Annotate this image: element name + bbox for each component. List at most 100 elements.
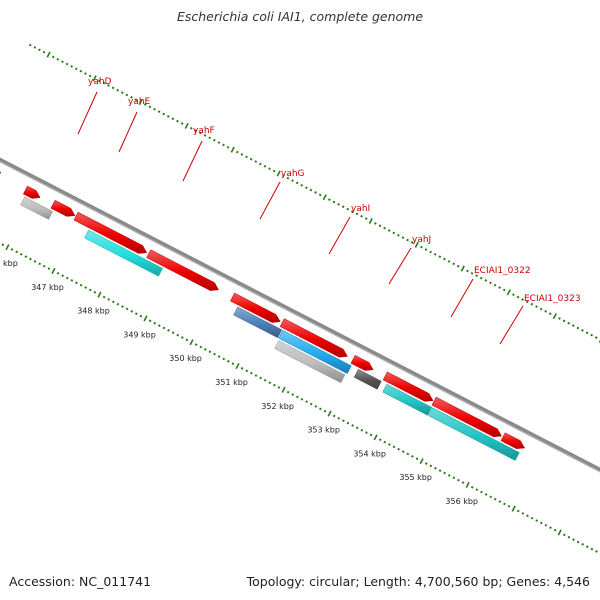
gene-label: yahD	[88, 77, 112, 87]
minor-tick	[47, 267, 51, 270]
major-tick	[465, 481, 470, 488]
minor-tick	[102, 81, 106, 85]
minor-tick	[415, 457, 419, 461]
minor-tick	[539, 307, 543, 311]
minor-tick	[272, 169, 276, 173]
major-tick	[322, 194, 327, 201]
gene-leader-line	[499, 305, 524, 345]
major-tick	[557, 529, 562, 536]
minor-tick	[558, 317, 561, 320]
minor-tick	[38, 48, 41, 52]
minor-tick	[351, 424, 354, 427]
minor-tick	[24, 255, 28, 259]
scale-label: 353 kbp	[307, 426, 340, 435]
minor-tick	[332, 200, 336, 204]
minor-tick	[401, 236, 405, 239]
major-tick	[506, 289, 511, 296]
minor-tick	[539, 521, 543, 525]
minor-tick	[107, 84, 110, 87]
cyan-feature	[84, 229, 164, 277]
minor-tick	[116, 302, 120, 306]
minor-tick	[553, 528, 557, 532]
gene-label: yahG	[281, 169, 305, 179]
major-tick	[46, 51, 51, 58]
minor-tick	[51, 55, 55, 59]
major-tick	[414, 241, 419, 248]
minor-tick	[314, 405, 318, 408]
minor-tick	[585, 545, 589, 549]
minor-tick	[521, 298, 525, 301]
gene-label: yahI	[351, 204, 370, 214]
minor-tick	[254, 374, 258, 377]
scale-label: 351 kbp	[215, 378, 248, 387]
minor-tick	[443, 257, 446, 261]
minor-tick	[484, 279, 488, 282]
minor-tick	[176, 333, 180, 337]
minor-tick	[351, 210, 354, 213]
minor-tick	[125, 307, 129, 311]
minor-tick	[516, 509, 520, 513]
major-tick	[5, 244, 10, 251]
gene-leader-line	[77, 91, 98, 135]
minor-tick	[148, 105, 152, 109]
minor-tick	[530, 516, 534, 520]
minor-tick	[19, 252, 23, 256]
minor-tick	[148, 319, 152, 323]
minor-tick	[544, 310, 548, 313]
minor-tick	[337, 416, 341, 420]
feature-track	[0, 171, 526, 461]
minor-tick	[323, 409, 327, 413]
minor-tick	[139, 314, 143, 318]
minor-tick	[42, 50, 46, 54]
minor-tick	[199, 345, 203, 349]
minor-tick	[268, 167, 271, 171]
minor-tick	[157, 324, 161, 327]
minor-tick	[585, 331, 589, 335]
minor-tick	[88, 74, 92, 78]
teal-feature-1	[382, 383, 433, 416]
minor-tick	[65, 276, 69, 280]
minor-tick	[166, 115, 170, 118]
minor-tick	[466, 269, 469, 273]
minor-tick	[434, 466, 437, 470]
minor-tick	[512, 293, 515, 297]
minor-tick	[378, 438, 382, 442]
minor-tick	[157, 110, 161, 113]
red-feature-8	[382, 371, 434, 402]
minor-tick	[438, 469, 442, 472]
map-title: Escherichia coli IAI1, complete genome	[176, 9, 424, 24]
silver-feature-2	[274, 340, 346, 384]
minor-tick	[222, 143, 225, 147]
minor-tick	[245, 155, 248, 159]
minor-tick	[360, 214, 363, 218]
minor-tick	[590, 547, 594, 551]
minor-tick	[84, 72, 87, 75]
minor-tick	[378, 224, 382, 228]
gene-leader-line	[259, 181, 281, 220]
major-tick	[51, 267, 56, 274]
minor-tick	[567, 535, 571, 539]
gene-label: yahF	[193, 126, 215, 136]
outer-tick-ruler	[28, 43, 600, 343]
minor-tick	[277, 386, 281, 389]
minor-tick	[208, 350, 212, 354]
minor-tick	[411, 455, 414, 458]
minor-tick	[130, 309, 134, 313]
major-tick	[276, 170, 281, 177]
minor-tick	[525, 300, 529, 304]
major-tick	[373, 434, 378, 441]
major-tick	[460, 265, 465, 272]
minor-tick	[341, 205, 345, 209]
minor-tick	[470, 271, 474, 275]
minor-tick	[374, 222, 377, 225]
minor-tick	[544, 523, 548, 527]
minor-tick	[526, 514, 529, 518]
minor-tick	[332, 414, 336, 418]
red-feature-2	[50, 199, 76, 217]
inner-tick-ruler	[1, 243, 600, 555]
minor-tick	[208, 136, 212, 140]
scale-label: 348 kbp	[77, 307, 110, 316]
minor-tick	[447, 474, 451, 477]
minor-tick	[15, 250, 19, 254]
